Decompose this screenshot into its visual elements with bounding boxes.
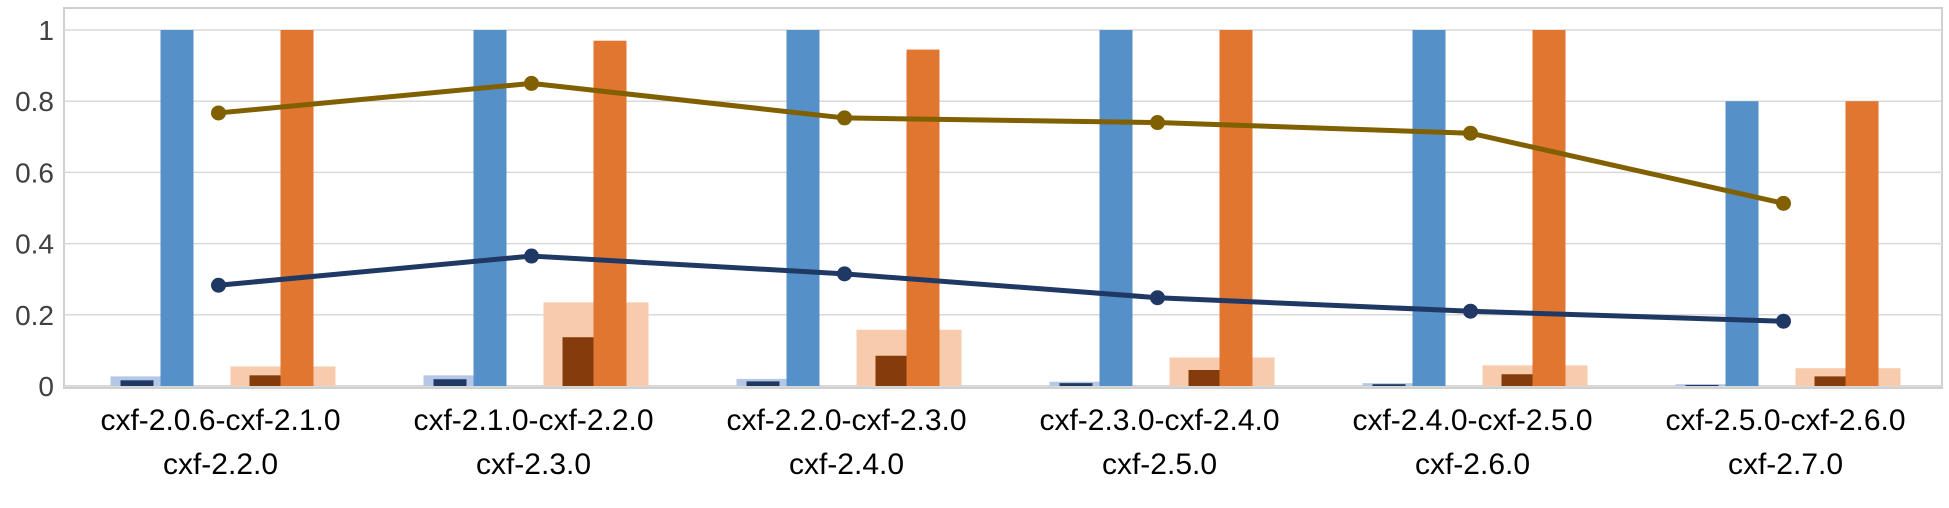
- line-point: [1463, 303, 1478, 319]
- bar: [875, 355, 909, 386]
- line-point: [1463, 125, 1478, 141]
- bar: [1059, 383, 1093, 386]
- bar: [1372, 384, 1406, 386]
- y-tick-label: 0: [38, 371, 54, 402]
- bar: [120, 380, 154, 386]
- y-tick-label: 0.2: [15, 300, 54, 331]
- bar: [746, 381, 780, 386]
- x-axis: cxf-2.0.6-cxf-2.1.0 cxf-2.2.0 cxf-2.1.0-cx…: [100, 404, 1905, 481]
- x-category-label-line: cxf-2.4.0: [789, 448, 904, 481]
- bar: [593, 40, 627, 387]
- y-tick-label: 0.4: [15, 229, 54, 260]
- x-category-label: cxf-2.1.0-cxf-2.2.0 cxf-2.3.0: [413, 404, 653, 481]
- bar: [280, 30, 314, 386]
- bar: [1412, 30, 1446, 386]
- bar: [906, 49, 940, 386]
- x-category-label: cxf-2.4.0-cxf-2.5.0 cxf-2.6.0: [1352, 404, 1592, 481]
- x-category-label-line: cxf-2.2.0: [163, 448, 278, 481]
- x-category-label-line: cxf-2.1.0-cxf-2.2.0: [413, 404, 653, 437]
- line-point: [524, 75, 539, 91]
- lines: [211, 75, 1791, 329]
- bar: [562, 337, 596, 386]
- line-point: [211, 277, 226, 293]
- x-category-label-line: cxf-2.4.0-cxf-2.5.0: [1352, 404, 1592, 437]
- bars: [110, 30, 1901, 387]
- bar: [1099, 30, 1133, 386]
- line-point: [1776, 313, 1791, 329]
- series-line: [218, 253, 1784, 324]
- line-point: [1150, 115, 1165, 131]
- x-category-label-line: cxf-2.6.0: [1415, 448, 1530, 481]
- x-category-label-line: cxf-2.7.0: [1728, 448, 1843, 481]
- x-category-label-line: cxf-2.3.0-cxf-2.4.0: [1039, 404, 1279, 437]
- line-point: [1776, 195, 1791, 211]
- line-point: [837, 110, 852, 126]
- y-axis: 0 0.2 0.4 0.6 0.8 1: [15, 15, 54, 402]
- x-category-label-line: cxf-2.2.0-cxf-2.3.0: [726, 404, 966, 437]
- bar: [1219, 30, 1253, 386]
- x-category-label-line: cxf-2.3.0: [476, 448, 591, 481]
- bar: [1725, 101, 1759, 386]
- bar: [1845, 101, 1879, 386]
- x-category-label: cxf-2.3.0-cxf-2.4.0 cxf-2.5.0: [1039, 404, 1279, 481]
- bar: [1685, 384, 1719, 386]
- bar: [1532, 30, 1566, 386]
- bar: [1814, 376, 1848, 386]
- line-point: [837, 266, 852, 282]
- line-point: [524, 248, 539, 264]
- line-point: [1150, 290, 1165, 306]
- bar: [433, 379, 467, 386]
- series-line: [218, 80, 1785, 206]
- bar: [249, 375, 283, 386]
- bar: [786, 30, 820, 386]
- y-tick-label: 0.6: [15, 157, 54, 188]
- bar: [1188, 369, 1222, 386]
- y-tick-label: 1: [38, 15, 54, 46]
- bar: [473, 30, 507, 386]
- bar: [1501, 374, 1535, 386]
- line-point: [211, 105, 226, 121]
- plot-border: [63, 7, 1943, 389]
- x-category-label: cxf-2.0.6-cxf-2.1.0 cxf-2.2.0: [100, 404, 340, 481]
- x-category-label-line: cxf-2.5.0: [1102, 448, 1217, 481]
- y-tick-label: 0.8: [15, 86, 54, 117]
- x-category-label: cxf-2.2.0-cxf-2.3.0 cxf-2.4.0: [726, 404, 966, 481]
- x-category-label-line: cxf-2.5.0-cxf-2.6.0: [1665, 404, 1905, 437]
- bar: [160, 30, 194, 386]
- x-category-label-line: cxf-2.0.6-cxf-2.1.0: [100, 404, 340, 437]
- x-category-label: cxf-2.5.0-cxf-2.6.0 cxf-2.7.0: [1665, 404, 1905, 481]
